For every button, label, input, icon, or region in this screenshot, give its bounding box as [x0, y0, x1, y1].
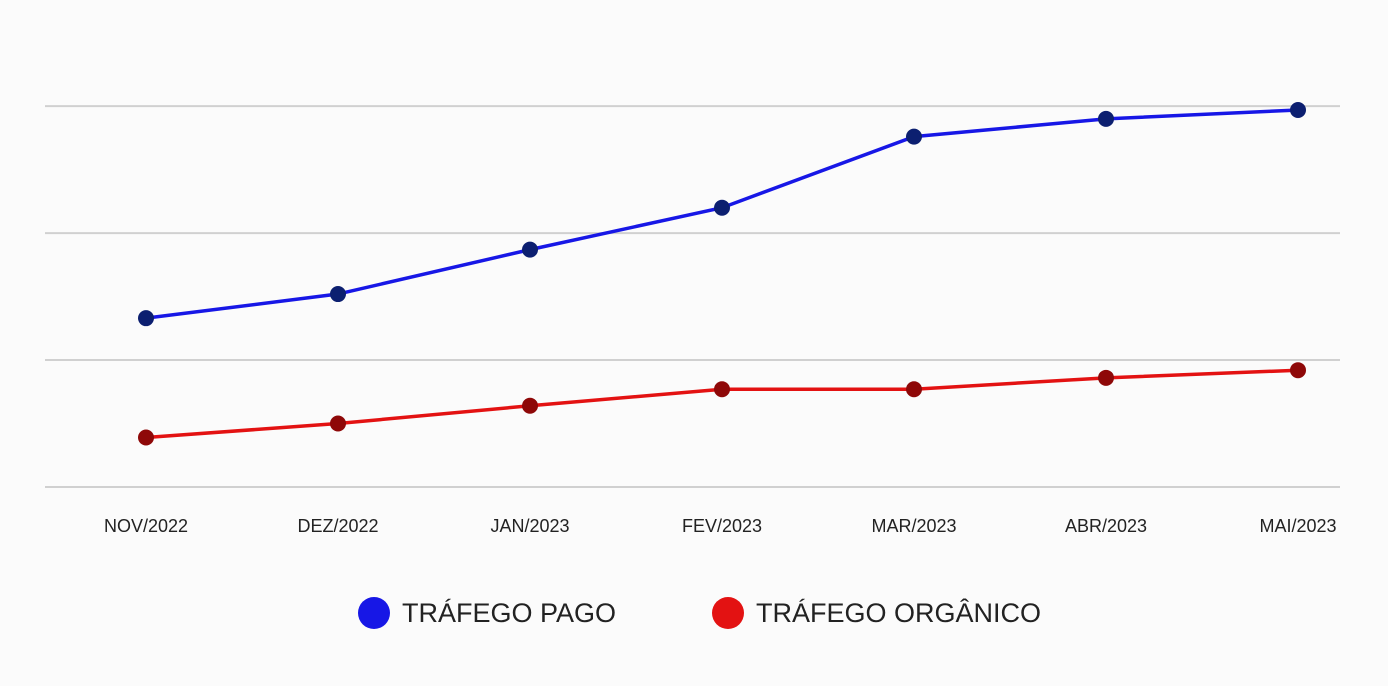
- legend-marker: [712, 597, 744, 629]
- data-point: [138, 310, 154, 327]
- x-tick-label: MAI/2023: [1259, 516, 1336, 536]
- data-point: [1098, 110, 1114, 127]
- data-point: [1290, 101, 1306, 118]
- x-tick-label: JAN/2023: [490, 516, 569, 536]
- legend-label: TRÁFEGO PAGO: [402, 598, 616, 628]
- data-point: [522, 241, 538, 258]
- x-tick-label: FEV/2023: [682, 516, 762, 536]
- legend-label: TRÁFEGO ORGÂNICO: [756, 597, 1041, 628]
- x-tick-label: DEZ/2022: [297, 516, 378, 536]
- data-point: [906, 381, 922, 398]
- data-point: [714, 381, 730, 398]
- data-point: [1098, 369, 1114, 386]
- legend-marker: [358, 597, 390, 629]
- data-point: [138, 429, 154, 446]
- data-point: [330, 286, 346, 303]
- x-tick-label: MAR/2023: [871, 516, 956, 536]
- data-point: [522, 397, 538, 414]
- x-tick-label: ABR/2023: [1065, 516, 1147, 536]
- data-point: [714, 199, 730, 216]
- x-tick-label: NOV/2022: [104, 516, 188, 536]
- series-line: [145, 368, 1299, 440]
- data-point: [1290, 362, 1306, 379]
- data-point: [330, 415, 346, 432]
- data-point: [906, 128, 922, 145]
